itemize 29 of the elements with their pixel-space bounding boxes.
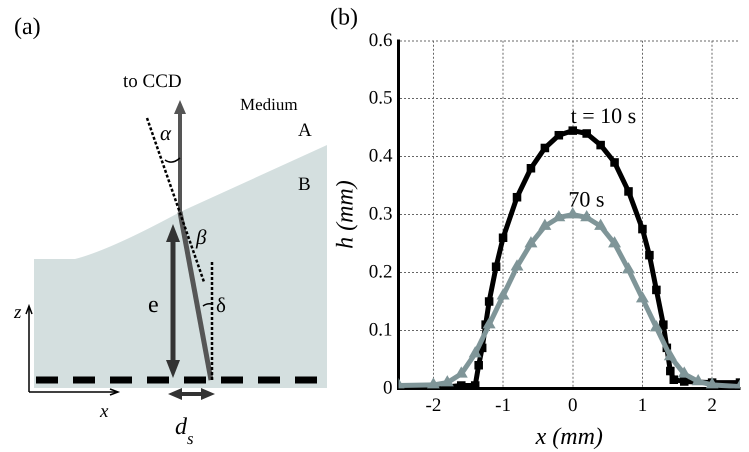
annotation: 70 s <box>568 186 604 212</box>
y-tick-label: 0.5 <box>368 88 393 109</box>
text: α <box>160 121 172 145</box>
x-tick-label: 0 <box>568 394 578 416</box>
y-tick-label: 0.1 <box>368 319 393 340</box>
text: Medium <box>240 95 298 114</box>
text: (a) <box>14 14 41 40</box>
text: B <box>298 174 311 195</box>
text: β <box>195 225 207 249</box>
text: e <box>148 292 159 318</box>
y-tick-label: 0.2 <box>368 262 393 283</box>
y-axis-title: h (mm) <box>332 180 359 249</box>
x-axis-title: x (mm) <box>534 424 603 450</box>
text: x <box>99 401 109 422</box>
y-tick-label: 0.3 <box>368 204 393 225</box>
text: z <box>13 302 22 323</box>
text: A <box>298 120 312 141</box>
x-tick-label: -2 <box>425 394 442 416</box>
text: d$_{s}$ <box>175 414 194 448</box>
chart-title: (b) <box>330 4 358 31</box>
text: to CCD <box>123 71 182 92</box>
annotation: t = 10 s <box>570 103 636 128</box>
y-tick-label: 0.4 <box>368 146 394 167</box>
x-tick-label: 1 <box>638 394 648 416</box>
x-tick-label: 2 <box>707 394 717 416</box>
y-tick-label: 0.6 <box>368 30 393 51</box>
y-tick-label: 0 <box>383 377 393 398</box>
x-tick-label: -1 <box>495 394 511 416</box>
text: δ <box>216 293 226 317</box>
